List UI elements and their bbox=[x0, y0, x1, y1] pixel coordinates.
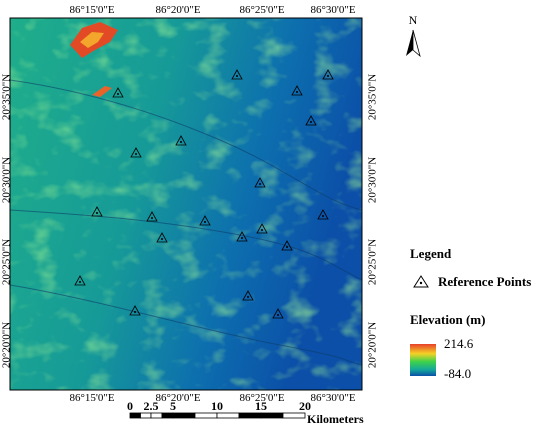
scale-segment bbox=[150, 412, 163, 419]
right-coord-label: 20°30'0"N bbox=[367, 157, 379, 203]
scale-label: 0 bbox=[127, 399, 133, 413]
scale-segment bbox=[216, 412, 240, 419]
reference-point bbox=[281, 240, 293, 251]
reference-point bbox=[291, 85, 303, 96]
reference-point-dot bbox=[151, 217, 153, 219]
reference-point bbox=[305, 115, 317, 126]
left-coord-label: 20°25'0"N bbox=[1, 239, 13, 285]
elevation-min: -84.0 bbox=[444, 366, 471, 381]
scale-segment bbox=[238, 412, 262, 419]
reference-point bbox=[156, 232, 168, 243]
legend-elevation-title: Elevation (m) bbox=[410, 312, 485, 327]
bottom-coord-label: 86°20'0"E bbox=[155, 392, 200, 404]
legend-title: Legend bbox=[410, 246, 452, 261]
elevation-max: 214.6 bbox=[444, 336, 474, 351]
reference-point bbox=[272, 308, 284, 319]
reference-point bbox=[112, 87, 124, 98]
scale-segment bbox=[129, 412, 141, 419]
bottom-coord-label: 86°30'0"E bbox=[310, 392, 355, 404]
reference-point bbox=[317, 209, 329, 220]
reference-point-dot bbox=[135, 153, 137, 155]
right-coord-label: 20°20'0"N bbox=[367, 322, 379, 368]
scale-segment bbox=[161, 412, 174, 419]
reference-point bbox=[129, 305, 141, 316]
reference-point bbox=[74, 275, 86, 286]
reference-point-dot bbox=[327, 75, 329, 77]
left-coord-label: 20°35'0"N bbox=[1, 74, 13, 120]
map-raster bbox=[10, 18, 362, 390]
reference-point bbox=[254, 177, 266, 188]
reference-point-dot bbox=[241, 237, 243, 239]
reference-point bbox=[322, 69, 334, 80]
top-coord-label: 86°30'0"E bbox=[310, 4, 355, 16]
scale-segment bbox=[260, 412, 284, 419]
scale-segment bbox=[140, 412, 152, 419]
reference-point bbox=[130, 147, 142, 158]
scale-segment bbox=[194, 412, 218, 419]
reference-point-dot bbox=[296, 91, 298, 93]
reference-point-dot bbox=[310, 121, 312, 123]
map-frame bbox=[9, 17, 363, 391]
reference-point-dot bbox=[322, 215, 324, 217]
reference-point-dot bbox=[259, 183, 261, 185]
reference-point bbox=[199, 215, 211, 226]
bottom-coord-label: 86°25'0"E bbox=[239, 392, 284, 404]
reference-point-dot bbox=[161, 238, 163, 240]
legend-triangle bbox=[413, 275, 429, 288]
scale-segment bbox=[282, 412, 306, 419]
scale-segment bbox=[172, 412, 196, 419]
top-coord-label: 86°20'0"E bbox=[155, 4, 200, 16]
right-coord-label: 20°25'0"N bbox=[367, 239, 379, 285]
reference-point-dot bbox=[286, 246, 288, 248]
north-arrow bbox=[412, 29, 421, 58]
right-coord-label: 20°35'0"N bbox=[367, 74, 379, 120]
reference-point-dot bbox=[277, 314, 279, 316]
scale-label: 2.5 bbox=[144, 399, 159, 413]
left-coord-label: 20°20'0"N bbox=[1, 322, 13, 368]
north-label: N bbox=[409, 13, 418, 27]
reference-point bbox=[146, 211, 158, 222]
reference-point bbox=[256, 223, 268, 234]
scale-label: 10 bbox=[211, 399, 223, 413]
reference-point bbox=[231, 69, 243, 80]
reference-point-dot bbox=[96, 212, 98, 214]
top-coord-label: 86°25'0"E bbox=[239, 4, 284, 16]
reference-point-dot bbox=[134, 311, 136, 313]
scale-label: 5 bbox=[170, 399, 176, 413]
left-coord-label: 20°30'0"N bbox=[1, 157, 13, 203]
reference-points bbox=[74, 69, 334, 319]
scale-label: 20 bbox=[299, 399, 311, 413]
scale-unit: Kilometers bbox=[307, 412, 364, 426]
legend-reference-points: Reference Points bbox=[438, 274, 531, 289]
reference-point-dot bbox=[261, 229, 263, 231]
reference-point bbox=[175, 135, 187, 146]
color-bar bbox=[410, 344, 436, 376]
reference-point bbox=[242, 290, 254, 301]
reference-point bbox=[91, 206, 103, 217]
legend-dot bbox=[419, 281, 423, 285]
reference-point-dot bbox=[180, 141, 182, 143]
reference-point-dot bbox=[79, 281, 81, 283]
north-arrow bbox=[406, 30, 413, 56]
reference-point-dot bbox=[117, 93, 119, 95]
reference-point bbox=[236, 231, 248, 242]
top-coord-label: 86°15'0"E bbox=[69, 4, 114, 16]
reference-point-dot bbox=[247, 296, 249, 298]
scale-label: 15 bbox=[255, 399, 267, 413]
bottom-coord-label: 86°15'0"E bbox=[69, 392, 114, 404]
scale-bar: 0 2.5 5 10 15 20 bbox=[127, 399, 311, 419]
reference-point-dot bbox=[204, 221, 206, 223]
reference-point-dot bbox=[236, 75, 238, 77]
